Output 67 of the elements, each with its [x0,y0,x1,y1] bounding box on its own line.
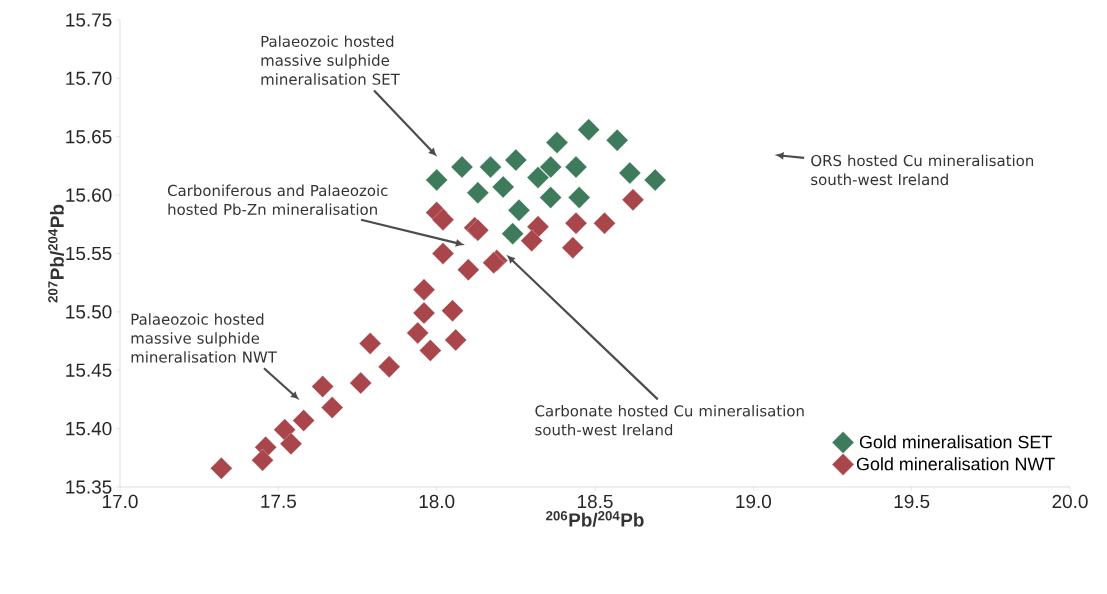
x-tick-label: 19.5 [894,494,930,509]
point [526,215,550,238]
y-tick-label: 15.45 [66,363,112,377]
point [292,409,315,432]
annotation: Palaeozoic hosted massive sulphide mineralisation NWT [131,313,277,363]
x-tick-label: 17.0 [103,494,138,509]
point [539,186,562,209]
y-tick-label: 15.70 [66,71,112,86]
point [406,321,429,345]
point [644,168,667,192]
y-tick-label: 15.75 [66,13,112,27]
x-tick-label: 19.0 [736,494,772,509]
point [568,186,591,209]
y-tick-label: 15.50 [66,305,112,319]
y-axis-title: $^{207}$Pb/$^{204}$Pb [48,204,65,303]
x-tick-label: 18.0 [419,494,455,509]
point [450,155,474,179]
point [621,188,645,211]
point [425,168,448,192]
point [564,211,588,235]
point [210,457,233,480]
point [412,301,436,325]
point [251,448,274,472]
point [564,155,588,179]
point [520,229,543,252]
x-tick-label: 17.5 [261,494,296,508]
point [507,199,531,222]
point [606,129,629,152]
point [419,339,442,362]
annotation: Palaeozoic hosted massive sulphide mineralisation SET [261,35,400,85]
point [479,155,502,179]
point [441,299,464,322]
point [618,161,641,185]
point [311,375,334,398]
point [412,278,436,301]
y-tick-label: 15.60 [66,188,112,202]
legend-label: Gold mineralisation NWT [856,457,1055,471]
point [378,355,401,378]
y-tick-label: 15.40 [66,421,112,436]
x-tick-label: 20.0 [1052,494,1088,509]
point [504,148,527,172]
point [545,131,569,154]
point [431,242,455,265]
point [444,328,467,352]
x-tick-label: 18.5 [578,494,613,509]
point [561,236,584,259]
point [349,371,372,395]
y-tick-label: 15.65 [66,130,112,144]
point [359,332,382,355]
annotation: Carbonate hosted Cu mineralisation south-west Ireland [535,404,804,436]
annotation: Carboniferous and Palaeozoic hosted Pb-Zn mineralisation [167,184,388,216]
x-axis-title: $^{206}$Pb/$^{204}$Pb [546,511,644,527]
y-tick-label: 15.35 [66,480,112,494]
point [492,175,515,199]
annotation: ORS hosted Cu mineralisation south-west Ireland [811,154,1034,186]
point [431,208,455,231]
point [457,258,480,281]
point [539,155,562,179]
point [501,222,524,245]
legend-label: Gold mineralisation SET [859,435,1052,449]
point [466,181,489,204]
point [526,166,550,189]
point [593,211,616,235]
point [321,396,344,419]
point [577,118,600,141]
y-tick-label: 15.55 [66,246,112,261]
point [279,432,303,455]
